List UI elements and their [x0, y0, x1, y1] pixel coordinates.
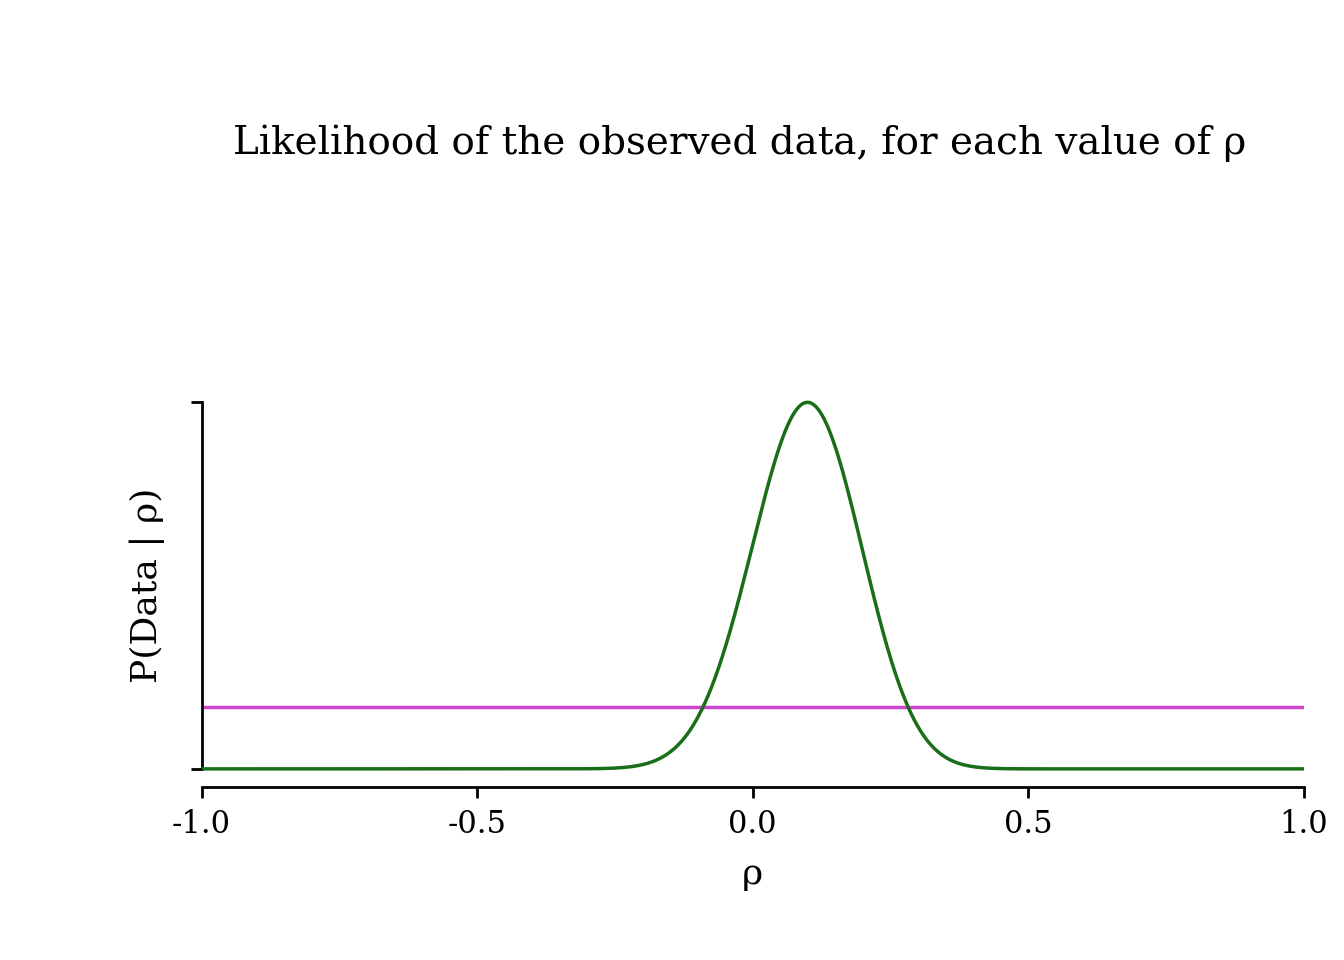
- X-axis label: ρ: ρ: [742, 857, 763, 891]
- Y-axis label: P(Data | ρ): P(Data | ρ): [129, 488, 165, 684]
- Text: Likelihood of the observed data, for each value of ρ: Likelihood of the observed data, for eac…: [233, 125, 1246, 162]
